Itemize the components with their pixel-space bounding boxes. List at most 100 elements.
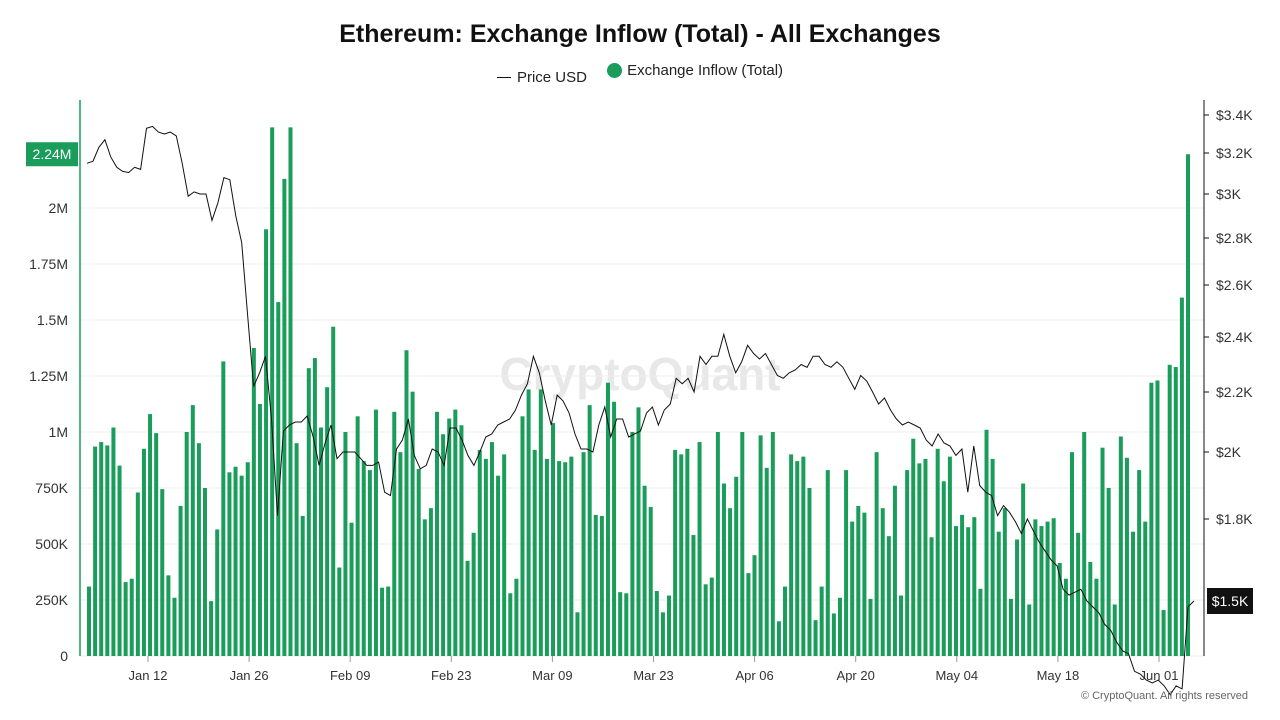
inflow-bar (1088, 561, 1093, 656)
inflow-bar (874, 452, 879, 656)
inflow-bar (1076, 532, 1081, 656)
y-right-tick-label: $2K (1216, 444, 1242, 460)
inflow-bar (612, 401, 617, 656)
inflow-bar (465, 560, 470, 656)
inflow-bar (990, 458, 995, 656)
inflow-bar (966, 527, 971, 656)
inflow-bar (856, 505, 861, 656)
y-left-tick-label: 1M (49, 424, 68, 440)
inflow-bar (1179, 297, 1184, 656)
inflow-bar (911, 438, 916, 656)
inflow-bar (728, 508, 733, 656)
inflow-bars (87, 127, 1190, 657)
inflow-bar (776, 621, 781, 656)
watermark: CryptoQuant (499, 348, 780, 400)
legend-item-price[interactable]: Price USD (496, 69, 587, 86)
inflow-bar (1124, 457, 1129, 656)
inflow-bar (215, 529, 220, 656)
inflow-bar (117, 465, 122, 656)
dot-swatch-icon (607, 63, 623, 78)
inflow-bar (673, 449, 678, 656)
inflow-bar (837, 597, 842, 656)
inflow-bar (892, 485, 897, 656)
inflow-bar (624, 593, 629, 656)
inflow-bar (166, 575, 171, 656)
inflow-bar (599, 516, 604, 656)
y-right-tick-label: $2.2K (1216, 384, 1253, 400)
inflow-bar (563, 462, 568, 656)
x-tick-label: Jun 01 (1139, 668, 1178, 683)
inflow-bar (538, 389, 543, 656)
y-right-tick-label: $1.8K (1216, 511, 1253, 527)
inflow-bar (233, 466, 238, 656)
y-left-tick-label: 1.25M (29, 368, 68, 384)
inflow-bar (319, 427, 324, 656)
y-right-tick-label: $2.4K (1216, 329, 1253, 345)
inflow-bar (257, 404, 262, 656)
inflow-bar (551, 423, 556, 656)
inflow-bar (905, 470, 910, 656)
inflow-bar (422, 519, 427, 656)
inflow-bar (801, 456, 806, 656)
inflow-bar (178, 505, 183, 656)
inflow-bar (1161, 610, 1166, 656)
inflow-bar (105, 445, 110, 656)
inflow-bar (196, 443, 201, 656)
inflow-bar (367, 470, 372, 656)
legend-label-price: Price USD (516, 69, 587, 86)
inflow-bar (1100, 447, 1105, 656)
inflow-bar (1008, 598, 1013, 656)
y-left-highlight-label: 2.24M (33, 146, 72, 162)
inflow-bar (605, 382, 610, 656)
inflow-bar (239, 475, 244, 656)
y-right-tick-label: $2.8K (1216, 230, 1253, 246)
inflow-bar (703, 584, 708, 656)
inflow-bar (477, 449, 482, 656)
legend-item-inflow[interactable]: Exchange Inflow (Total) (607, 62, 783, 79)
x-tick-label: Apr 20 (837, 668, 875, 683)
inflow-bar (1143, 521, 1148, 656)
inflow-bar (1094, 578, 1099, 656)
x-axis: Jan 12 Jan 26 Feb 09 Feb 23 Mar 09 Mar 23 Apr … (128, 656, 1179, 683)
inflow-bar (526, 389, 531, 656)
y-right-tick-label: $3.4K (1216, 107, 1253, 123)
inflow-bar (929, 537, 934, 656)
inflow-bar (996, 531, 1001, 656)
x-tick-label: Jan 26 (230, 668, 269, 683)
inflow-bar (221, 361, 226, 656)
inflow-bar (1051, 518, 1056, 656)
y-left-tick-label: 250K (35, 592, 68, 608)
x-tick-label: May 18 (1037, 668, 1080, 683)
inflow-bar (209, 601, 214, 656)
inflow-bar (294, 443, 299, 656)
inflow-bar (343, 432, 348, 656)
inflow-bar (416, 468, 421, 656)
inflow-bar (734, 476, 739, 656)
inflow-bar (679, 454, 684, 656)
inflow-bar (868, 598, 873, 656)
inflow-bar (355, 416, 360, 656)
inflow-bar (844, 470, 849, 656)
inflow-bar (648, 507, 653, 656)
legend-label-inflow: Exchange Inflow (Total) (627, 62, 784, 79)
inflow-bar (532, 449, 537, 656)
inflow-bar (642, 485, 647, 656)
x-tick-label: Jan 12 (128, 668, 167, 683)
inflow-bar (1069, 452, 1074, 656)
inflow-bar (1027, 604, 1032, 656)
inflow-bar (899, 595, 904, 656)
inflow-bar (715, 432, 720, 656)
inflow-bar (300, 516, 305, 656)
inflow-bar (1033, 519, 1038, 656)
inflow-bar (1131, 531, 1136, 656)
inflow-bar (544, 458, 549, 656)
inflow-bar (245, 462, 250, 656)
inflow-bar (502, 454, 507, 656)
price-line (86, 125, 1195, 696)
inflow-bar (697, 442, 702, 656)
inflow-bar (587, 405, 592, 656)
inflow-bar (508, 593, 513, 656)
inflow-bar (160, 489, 165, 656)
y-axis-right: $1.8K $2K $2.2K $2.4K $2.6K $2.8K $3K $3.2K $3.4… (1204, 107, 1253, 527)
